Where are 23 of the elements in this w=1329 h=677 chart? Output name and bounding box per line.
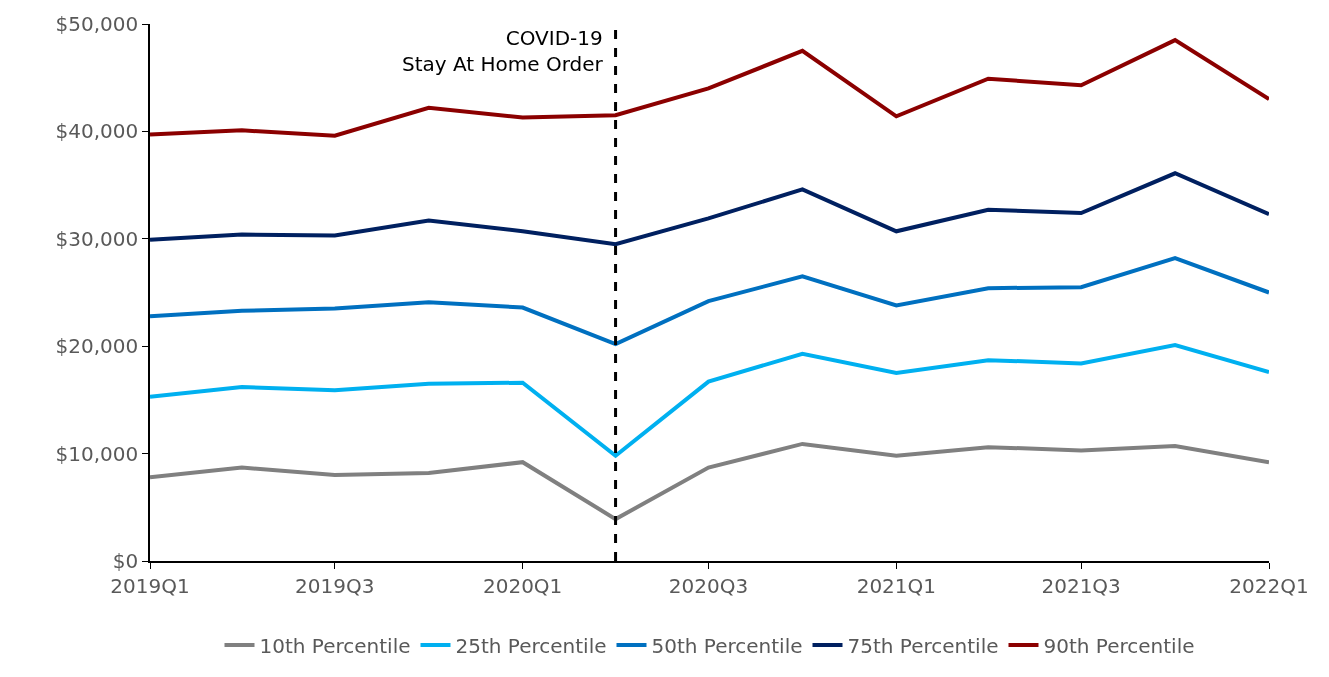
x-tick-label: 2020Q1: [482, 573, 563, 598]
legend-label: 10th Percentile: [259, 633, 411, 658]
line-series: [150, 343, 1269, 458]
legend-label: 75th Percentile: [847, 633, 999, 658]
y-tick-label: $0: [112, 549, 139, 573]
x-tick-label: 2019Q1: [110, 573, 190, 598]
x-tick-label: 2022Q1: [1229, 573, 1309, 598]
y-tick-label: $30,000: [55, 226, 139, 251]
line-series: [150, 256, 1269, 347]
line-series: [150, 441, 1269, 522]
ref-line-label: COVID-19 Stay At Home Order: [402, 26, 604, 76]
x-tick-label: 2020Q3: [668, 573, 749, 598]
legend-label: 25th Percentile: [455, 633, 607, 658]
y-tick-label: $40,000: [55, 119, 139, 144]
y-tick-label: $10,000: [55, 441, 139, 466]
y-tick-label: $20,000: [55, 334, 139, 359]
x-tick-label: 2019Q3: [295, 573, 375, 598]
x-tick-label: 2021Q3: [1041, 573, 1121, 598]
line-series: [150, 171, 1269, 247]
x-tick-label: 2021Q1: [856, 573, 937, 598]
legend-label: 90th Percentile: [1043, 633, 1195, 658]
legend-label: 50th Percentile: [651, 633, 803, 658]
y-tick-label: $50,000: [55, 12, 139, 36]
